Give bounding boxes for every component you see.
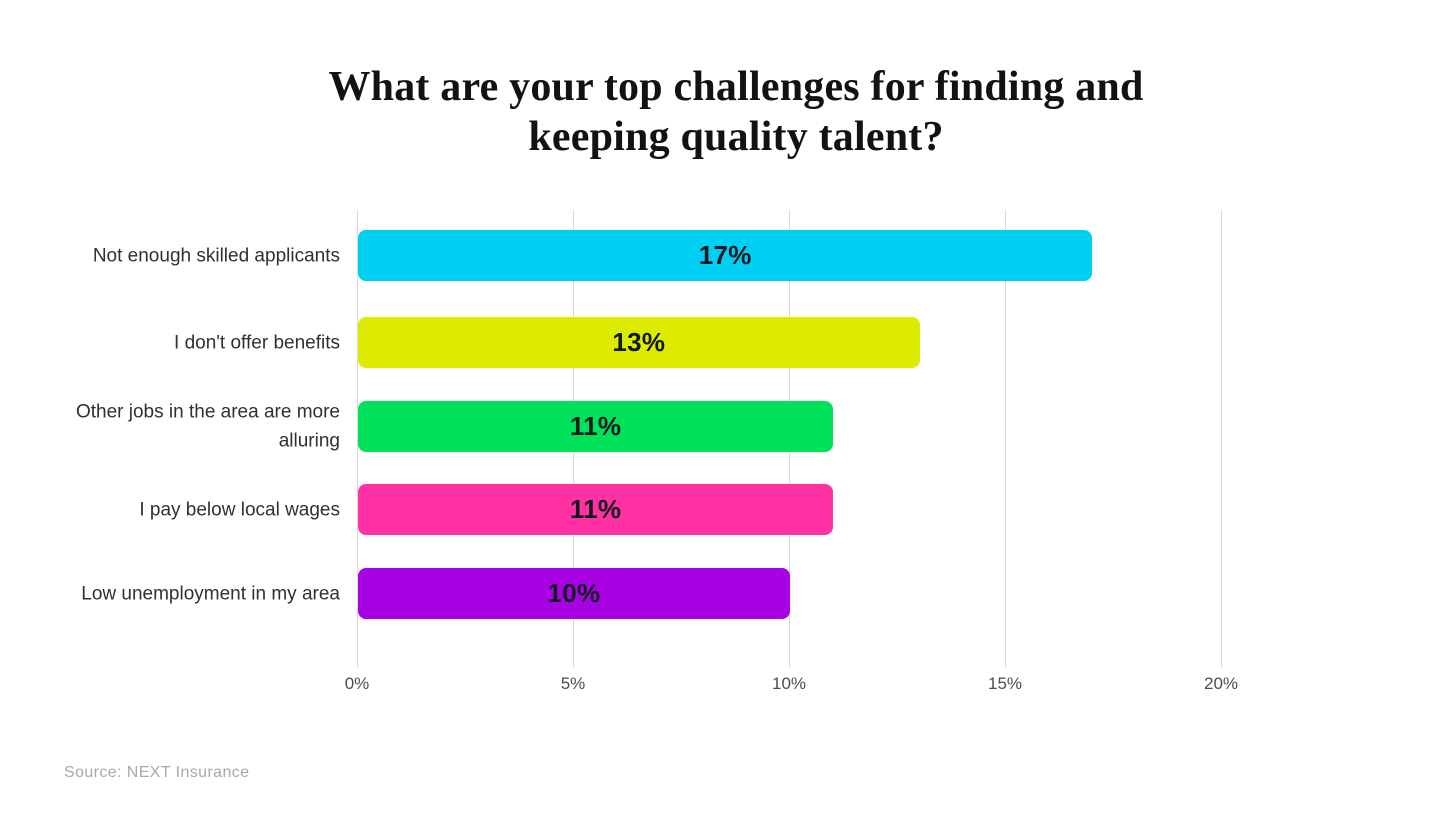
gridline	[1005, 210, 1006, 668]
value-label: 11%	[569, 494, 622, 524]
category-label: I don't offer benefits	[174, 331, 340, 353]
source-caption: Source: NEXT Insurance	[64, 764, 250, 781]
chart-title: What are your top challenges for finding…	[328, 64, 1144, 161]
bar: 11%	[358, 484, 834, 535]
bar: 17%	[358, 230, 1093, 281]
bar: 10%	[358, 568, 790, 619]
x-tick-label: 10%	[771, 674, 807, 693]
gridline	[1221, 210, 1222, 668]
gridline	[357, 210, 358, 668]
value-label: 10%	[547, 578, 601, 608]
x-tick-label: 5%	[560, 674, 586, 693]
x-tick-label: 15%	[987, 674, 1023, 693]
value-label: 11%	[569, 411, 622, 441]
category-label: I pay below local wages	[139, 498, 340, 520]
category-label: Not enough skilled applicants	[92, 244, 340, 266]
bar: 13%	[358, 317, 920, 368]
bar: 11%	[358, 401, 834, 452]
category-label: Other jobs in the area are more alluring	[75, 401, 340, 452]
value-label: 17%	[698, 240, 752, 270]
x-tick-label: 0%	[344, 674, 370, 693]
category-label: Low unemployment in my area	[81, 582, 340, 604]
value-label: 13%	[612, 327, 666, 357]
x-tick-label: 20%	[1203, 674, 1239, 693]
